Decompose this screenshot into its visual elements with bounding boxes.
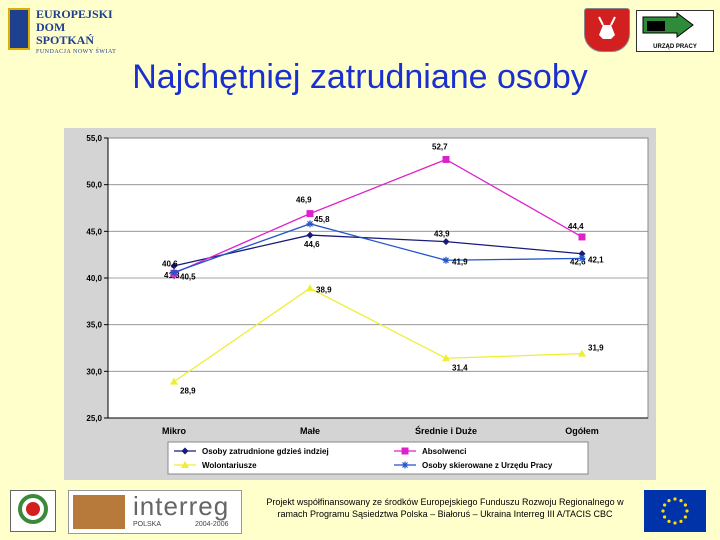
deer-crest-icon bbox=[584, 8, 630, 52]
legend-marker bbox=[401, 461, 409, 469]
up-logo-label: URZĄD PRACY bbox=[653, 44, 697, 50]
logo-text: EUROPEJSKI DOM SPOTKAŃ FUNDACJA NOWY ŚWI… bbox=[36, 8, 120, 57]
series-line bbox=[173, 158, 583, 274]
series-line bbox=[173, 234, 583, 267]
line-chart: 25,0 30,0 35,0 40,0 45,0 50,0 55,0 Mikro Małe Śre… bbox=[86, 134, 649, 475]
data-point bbox=[306, 210, 314, 218]
x-tick-label: Mikro bbox=[162, 426, 187, 436]
eu-star-icon bbox=[663, 503, 667, 507]
y-tick-label: 35,0 bbox=[86, 321, 102, 330]
legend-label: Absolwenci bbox=[422, 447, 466, 456]
data-label: 52,7 bbox=[432, 142, 448, 151]
interreg-block-icon bbox=[73, 495, 125, 529]
logo-sub: FUNDACJA NOWY ŚWIAT bbox=[36, 49, 117, 55]
data-label: 31,4 bbox=[452, 363, 468, 372]
data-label: 41,9 bbox=[452, 257, 468, 266]
legend-box bbox=[167, 441, 589, 475]
eu-star-icon bbox=[673, 497, 677, 501]
data-label: 40,5 bbox=[180, 272, 196, 281]
interreg-word: interreg bbox=[133, 491, 230, 521]
y-tick-label: 25,0 bbox=[86, 414, 102, 423]
eu-star-icon bbox=[663, 515, 667, 519]
data-label: 28,9 bbox=[180, 387, 196, 396]
legend-marker bbox=[181, 461, 189, 468]
data-point bbox=[578, 250, 586, 258]
chart-container: 25,0 30,0 35,0 40,0 45,0 50,0 55,0 Mikro Małe Śre… bbox=[64, 128, 656, 480]
eu-star-icon bbox=[673, 521, 677, 525]
eu-star-icon bbox=[685, 509, 689, 513]
eu-star-icon bbox=[683, 515, 687, 519]
data-point bbox=[306, 220, 314, 228]
data-label: 31,9 bbox=[588, 344, 604, 353]
eu-flag-icon bbox=[644, 490, 706, 532]
legend-label: Wolontariusze bbox=[202, 461, 257, 470]
eu-star-icon bbox=[661, 509, 665, 513]
eu-star-icon bbox=[679, 499, 683, 503]
legend-label: Osoby zatrudnione gdzieś indziej bbox=[202, 447, 329, 456]
y-tick-label: 40,0 bbox=[86, 274, 102, 283]
data-point bbox=[578, 349, 586, 357]
data-label: 42,6 bbox=[570, 258, 586, 267]
data-point bbox=[170, 262, 178, 270]
y-tick-label: 50,0 bbox=[86, 181, 102, 190]
footer-text: Projekt współfinansowany ze środków Euro… bbox=[266, 497, 624, 519]
data-point bbox=[170, 268, 178, 276]
series-line bbox=[173, 287, 583, 383]
interreg-years: 2004-2006 bbox=[195, 521, 229, 528]
europejski-dom-spotkan-logo: EUROPEJSKI DOM SPOTKAŃ FUNDACJA NOWY ŚWI… bbox=[8, 6, 120, 55]
data-label: 38,9 bbox=[316, 285, 332, 294]
data-point bbox=[170, 377, 178, 385]
data-point bbox=[578, 233, 586, 241]
data-label: 42,1 bbox=[588, 255, 604, 264]
interreg-country: POLSKA bbox=[133, 521, 162, 528]
data-point bbox=[442, 155, 450, 163]
data-label: 45,8 bbox=[314, 215, 330, 224]
data-point bbox=[442, 354, 450, 362]
x-tick-label: Ogółem bbox=[565, 426, 599, 436]
data-label: 44,4 bbox=[568, 222, 584, 231]
data-label: 46,9 bbox=[296, 196, 312, 205]
interreg-logo: interreg POLSKA 2004-2006 bbox=[68, 490, 242, 534]
eu-star-icon bbox=[679, 519, 683, 523]
data-point bbox=[442, 238, 450, 246]
x-tick-label: Małe bbox=[300, 426, 320, 436]
data-label: 43,9 bbox=[434, 230, 450, 239]
logo-mark-icon bbox=[8, 8, 30, 50]
logo-line2: DOM SPOTKAŃ bbox=[36, 20, 95, 47]
series-line bbox=[173, 223, 583, 274]
data-point bbox=[306, 231, 314, 239]
data-label: 40,6 bbox=[162, 259, 178, 268]
region-bug-logo bbox=[10, 490, 56, 532]
logo-line1: EUROPEJSKI bbox=[36, 7, 113, 21]
y-tick-label: 30,0 bbox=[86, 367, 102, 376]
page-title: Najchętniej zatrudniane osoby bbox=[132, 58, 588, 96]
urzad-pracy-logo: URZĄD PRACY bbox=[636, 10, 714, 52]
legend-marker bbox=[401, 447, 409, 455]
data-point bbox=[578, 254, 586, 262]
x-tick-label: Średnie i Duże bbox=[415, 425, 477, 436]
eu-star-icon bbox=[667, 519, 671, 523]
data-point bbox=[306, 284, 314, 292]
data-label: 44,6 bbox=[304, 240, 320, 249]
data-point bbox=[442, 256, 450, 264]
eu-star-icon bbox=[667, 499, 671, 503]
legend-label: Osoby skierowane z Urzędu Pracy bbox=[422, 461, 553, 470]
legend-marker bbox=[181, 447, 189, 455]
y-tick-label: 45,0 bbox=[86, 227, 102, 236]
eu-star-icon bbox=[683, 503, 687, 507]
y-tick-label: 55,0 bbox=[86, 134, 102, 143]
